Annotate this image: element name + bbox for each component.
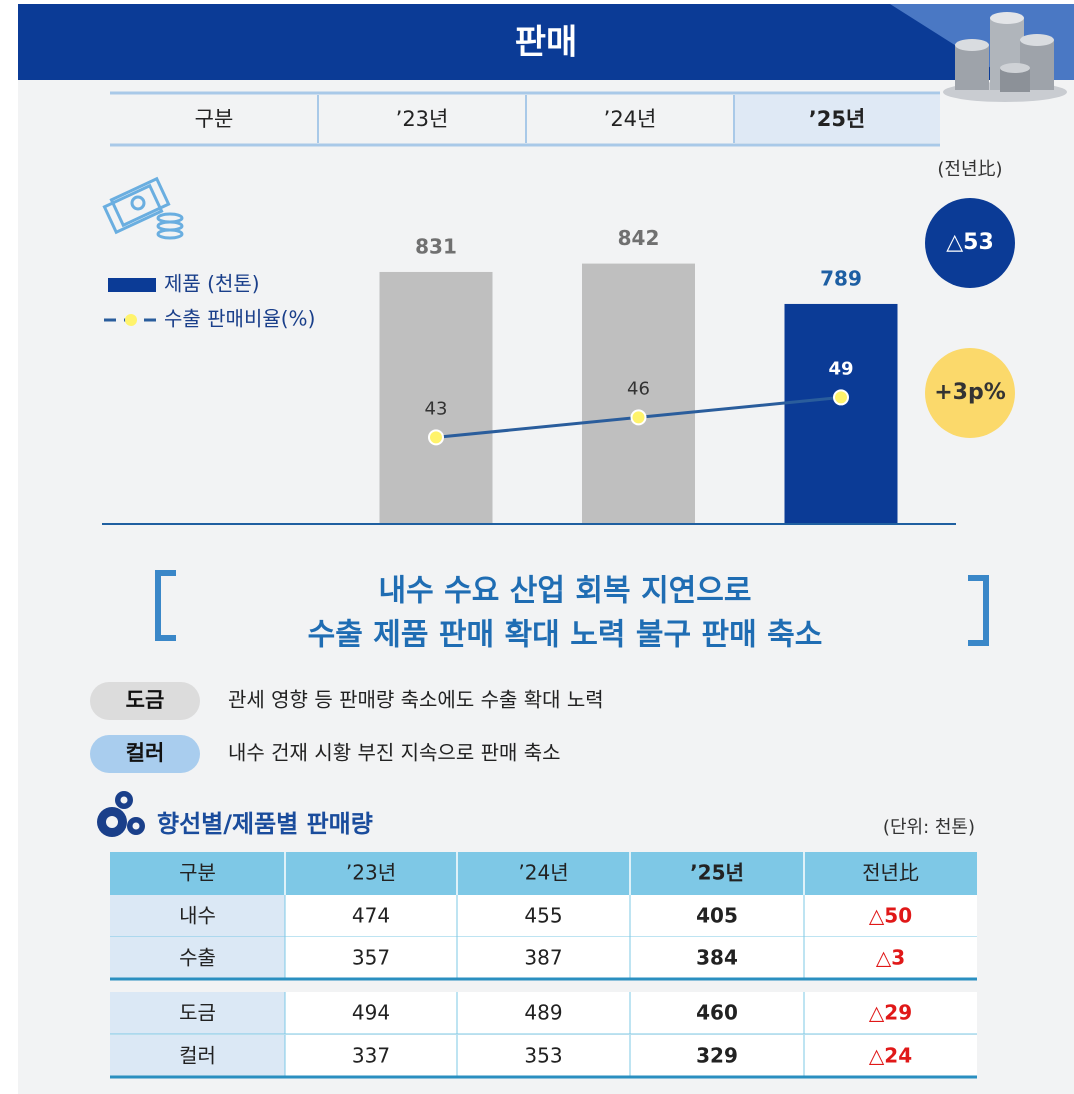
summary-line: 내수 수요 산업 회복 지연으로 bbox=[379, 574, 752, 609]
row-label: 구분 bbox=[195, 107, 234, 131]
table-cell: 455 bbox=[524, 904, 562, 928]
table-cell: 494 bbox=[352, 1001, 390, 1025]
legend-label: 수출 판매비율(%) bbox=[164, 307, 315, 331]
table-cell: 384 bbox=[696, 946, 738, 970]
table-cell: 수출 bbox=[179, 946, 216, 970]
table-cell: 387 bbox=[524, 946, 562, 970]
table-cell: 489 bbox=[524, 1001, 562, 1025]
page: 판매 구분 (전년比) 내수 수요 산업 회복 지연으로 수출 제품 판매 확대… bbox=[0, 0, 1074, 1094]
legend-marker bbox=[125, 314, 137, 326]
note-tag: 도금 bbox=[126, 688, 165, 712]
table-cell: 353 bbox=[524, 1044, 562, 1068]
badge-label: +3p% bbox=[934, 380, 1006, 405]
category-label: ’24년 bbox=[604, 107, 657, 131]
infographic: 판매 구분 (전년比) 내수 수요 산업 회복 지연으로 수출 제품 판매 확대… bbox=[0, 0, 1074, 1094]
badge-caption: (전년比) bbox=[937, 159, 1002, 180]
table-cell: 474 bbox=[352, 904, 390, 928]
table-cell: 내수 bbox=[179, 904, 216, 928]
table-cell: 329 bbox=[696, 1044, 738, 1068]
table-unit: (단위: 천톤) bbox=[883, 817, 975, 838]
line-value-label: 43 bbox=[425, 398, 448, 419]
note-tag: 컬러 bbox=[126, 741, 165, 765]
legend-label: 제품 (천톤) bbox=[164, 272, 260, 296]
table-header-cell: ’25년 bbox=[690, 861, 744, 885]
line-value-label: 49 bbox=[828, 358, 853, 379]
table-header-cell: ’24년 bbox=[518, 861, 568, 885]
table-cell: △29 bbox=[869, 1001, 912, 1025]
legend-swatch bbox=[108, 278, 156, 292]
table-cell: △24 bbox=[869, 1044, 912, 1068]
table-cell: 337 bbox=[352, 1044, 390, 1068]
badge-label: △53 bbox=[946, 230, 994, 255]
summary-line: 수출 제품 판매 확대 노력 불구 판매 축소 bbox=[308, 618, 823, 653]
table-cell: △3 bbox=[876, 946, 905, 970]
bar-value-label: 789 bbox=[820, 266, 862, 290]
page-title: 판매 bbox=[515, 23, 578, 63]
category-label: ’23년 bbox=[396, 107, 449, 131]
category-label: ’25년 bbox=[809, 107, 866, 131]
bar-value-label: 842 bbox=[618, 226, 660, 250]
table-title: 향선별/제품별 판매량 bbox=[157, 810, 373, 838]
table-cell: 405 bbox=[696, 904, 738, 928]
table-header-cell: 구분 bbox=[179, 861, 216, 885]
table-cell: 357 bbox=[352, 946, 390, 970]
line-marker bbox=[834, 390, 848, 404]
note-text: 관세 영향 등 판매량 축소에도 수출 확대 노력 bbox=[228, 688, 604, 712]
line-marker bbox=[429, 430, 443, 444]
line-marker bbox=[632, 410, 646, 424]
line-value-label: 46 bbox=[627, 378, 650, 399]
table-header-cell: 전년比 bbox=[862, 861, 919, 885]
table-cell: 컬러 bbox=[179, 1044, 216, 1068]
table-cell: 460 bbox=[696, 1001, 738, 1025]
bar bbox=[785, 304, 898, 524]
table-cell: △50 bbox=[869, 904, 912, 928]
table-header-cell: ’23년 bbox=[346, 861, 396, 885]
table-cell: 도금 bbox=[179, 1001, 216, 1025]
bar-value-label: 831 bbox=[415, 234, 457, 258]
note-text: 내수 건재 시황 부진 지속으로 판매 축소 bbox=[228, 741, 561, 765]
